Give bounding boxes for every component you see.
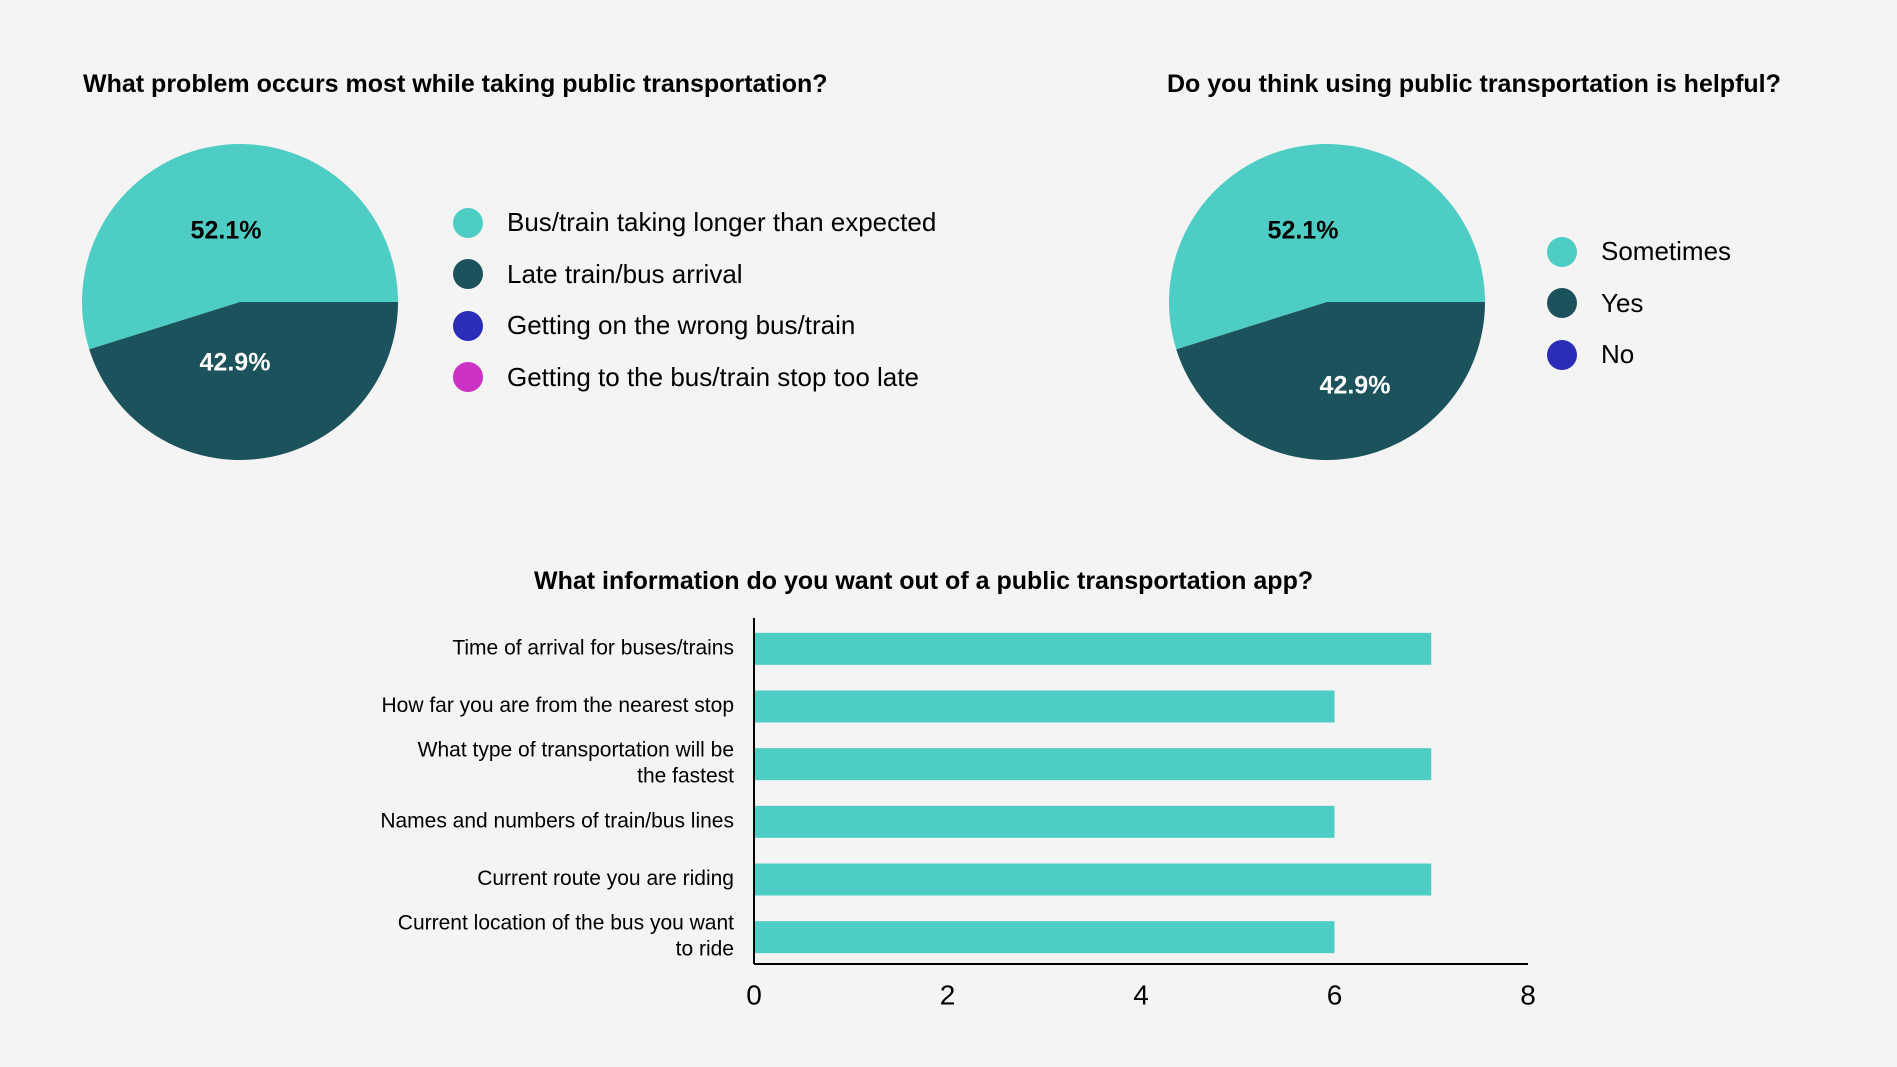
category-label: How far you are from the nearest stop: [382, 694, 735, 717]
pie1-legend: Bus/train taking longer than expected Lat…: [453, 197, 936, 403]
category-label: the fastest: [637, 765, 734, 788]
legend-label: No: [1601, 339, 1635, 370]
legend-swatch: [453, 259, 483, 290]
pie2-title: Do you think using public transportation…: [1167, 70, 1781, 98]
bar: [754, 863, 1432, 896]
x-tick-label: 4: [1133, 979, 1149, 1010]
pie2-legend: Sometimes Yes No: [1547, 226, 1731, 381]
pie-slice: [89, 302, 398, 461]
legend-swatch: [1547, 339, 1577, 370]
category-label: Current route you are riding: [477, 867, 734, 890]
legend-item: Bus/train taking longer than expected: [453, 197, 936, 249]
legend-swatch: [453, 362, 483, 393]
pie-slice-label: 52.1%: [191, 217, 262, 245]
legend-label: Getting to the bus/train stop too late: [507, 361, 919, 392]
legend-item: No: [1547, 329, 1731, 381]
bar-chart: Time of arrival for buses/trains How far …: [380, 618, 1536, 1010]
legend-item: Sometimes: [1547, 226, 1731, 278]
legend-item: Getting on the wrong bus/train: [453, 300, 936, 352]
legend-label: Bus/train taking longer than expected: [507, 207, 937, 238]
bar-title: What information do you want out of a pu…: [534, 567, 1314, 595]
legend-item: Getting to the bus/train stop too late: [453, 352, 936, 404]
pie2-chart: 52.1% 42.9%: [1169, 144, 1485, 461]
category-label: What type of transportation will be: [418, 739, 734, 762]
bar: [754, 805, 1335, 838]
category-label: Names and numbers of train/bus lines: [380, 809, 734, 832]
pie-slice: [82, 144, 399, 350]
x-tick-label: 0: [746, 979, 762, 1010]
bar: [754, 748, 1432, 781]
legend-swatch: [1547, 288, 1577, 319]
category-label: to ride: [676, 938, 734, 961]
pie-slice-label: 52.1%: [1268, 217, 1339, 245]
x-tick-label: 2: [940, 979, 956, 1010]
pie-slice-label: 42.9%: [200, 349, 271, 377]
legend-label: Late train/bus arrival: [507, 258, 743, 289]
category-label: Current location of the bus you want: [398, 912, 734, 935]
legend-swatch: [1547, 236, 1577, 267]
legend-item: Yes: [1547, 278, 1731, 330]
pie1-chart: 52.1% 42.9%: [82, 144, 399, 461]
legend-item: Late train/bus arrival: [453, 249, 936, 301]
legend-swatch: [453, 310, 483, 341]
legend-label: Sometimes: [1601, 236, 1732, 267]
pie1-title: What problem occurs most while taking pu…: [83, 70, 828, 98]
pie-slice: [1169, 144, 1485, 350]
x-tick-label: 6: [1327, 979, 1343, 1010]
legend-label: Getting on the wrong bus/train: [507, 310, 856, 341]
x-tick-label: 8: [1520, 979, 1536, 1010]
pie-slice: [1176, 302, 1485, 461]
legend-swatch: [453, 207, 483, 238]
bar: [754, 921, 1335, 954]
legend-label: Yes: [1601, 287, 1644, 318]
category-label: Time of arrival for buses/trains: [452, 636, 734, 659]
pie-slice-label: 42.9%: [1320, 372, 1391, 400]
bar: [754, 690, 1335, 723]
bar: [754, 632, 1432, 665]
